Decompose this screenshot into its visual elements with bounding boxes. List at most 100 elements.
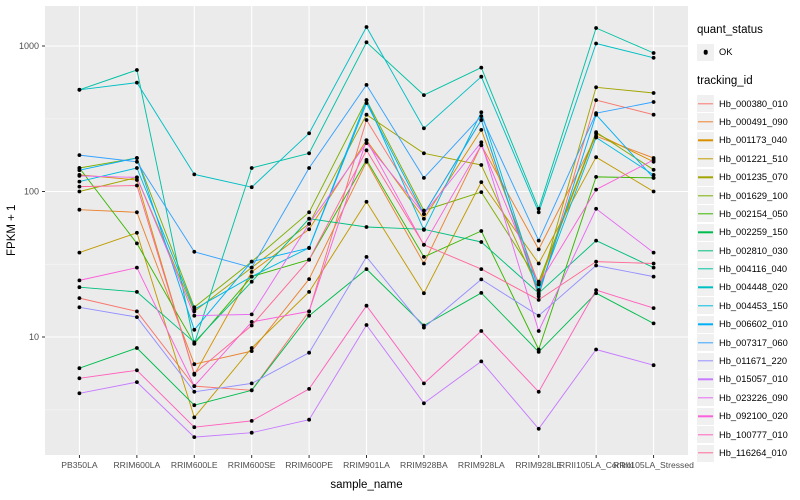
data-point [77, 278, 82, 283]
data-point [422, 401, 426, 406]
legend-key [697, 407, 714, 425]
legend-label: Hb_006602_010 [719, 319, 788, 330]
data-point [192, 415, 197, 420]
data-point [536, 288, 541, 292]
legend-key [697, 370, 714, 388]
data-point [77, 391, 82, 396]
legend-label: Hb_015057_010 [719, 374, 788, 385]
data-point [307, 227, 311, 232]
data-point [135, 290, 139, 294]
x-tick-label: RRIM901LA [343, 460, 390, 470]
data-point [536, 389, 541, 394]
data-point [249, 270, 254, 274]
legend: quant_status OK tracking_id Hb_000380_01… [697, 24, 799, 476]
series-color-swatch [698, 397, 713, 399]
x-tick-label: RRIM600LE [171, 460, 218, 470]
data-point [364, 267, 369, 271]
legend-label: Hb_002154_050 [719, 208, 788, 219]
legend-key [697, 444, 714, 462]
legend-label: Hb_002810_030 [719, 245, 788, 256]
data-point [536, 329, 541, 333]
legend-label: Hb_100777_010 [719, 429, 788, 440]
data-point [651, 51, 656, 55]
data-point [594, 263, 598, 268]
x-tick-label: RRIM600SE [228, 460, 276, 470]
legend-label: Hb_004453_150 [719, 300, 788, 311]
legend-item-Hb_001235_070: Hb_001235_070 [697, 168, 799, 186]
legend-label: Hb_002259_150 [719, 227, 788, 238]
data-point [651, 112, 656, 117]
data-point [479, 74, 484, 79]
data-point [479, 359, 484, 364]
data-point [77, 179, 82, 184]
data-point [651, 55, 656, 60]
data-point [479, 143, 484, 148]
legend-item-Hb_001173_040: Hb_001173_040 [697, 131, 799, 149]
data-point [479, 190, 484, 195]
legend-item-Hb_002259_150: Hb_002259_150 [697, 223, 799, 241]
data-point [594, 175, 598, 179]
data-point [249, 185, 254, 190]
data-point [192, 371, 197, 376]
data-point [249, 279, 254, 284]
legend-key [697, 260, 714, 278]
series-color-swatch [698, 323, 713, 325]
data-point [651, 167, 656, 172]
x-tick-label: RRIM928LE [515, 460, 562, 470]
legend-key [697, 315, 714, 333]
data-point [651, 363, 656, 368]
series-color-swatch [698, 139, 713, 142]
data-point [536, 350, 541, 354]
data-point [77, 305, 82, 310]
data-point [249, 312, 254, 317]
data-point [192, 435, 197, 439]
legend-key [697, 223, 714, 241]
series-color-swatch [698, 102, 713, 105]
data-point [77, 184, 82, 189]
data-point [249, 346, 254, 350]
legend-key [697, 242, 714, 260]
data-point [192, 313, 197, 318]
legend-label: Hb_001629_100 [719, 190, 788, 201]
legend-item-Hb_002154_050: Hb_002154_050 [697, 205, 799, 223]
data-point [422, 381, 426, 386]
legend-item-Hb_092100_020: Hb_092100_020 [697, 407, 799, 425]
data-point [192, 327, 197, 332]
data-point [422, 325, 426, 330]
data-point [651, 158, 656, 162]
data-point [651, 176, 656, 180]
data-point [422, 176, 426, 180]
data-point [536, 261, 541, 266]
legend-item-Hb_001629_100: Hb_001629_100 [697, 186, 799, 205]
legend-item-Hb_015057_010: Hb_015057_010 [697, 370, 799, 388]
series-color-swatch [698, 158, 713, 160]
y-axis-title: FPKM + 1 [6, 204, 18, 256]
data-point [422, 228, 426, 232]
series-color-swatch [698, 286, 713, 289]
data-point [249, 259, 254, 264]
data-point [192, 384, 197, 388]
data-point [536, 313, 541, 318]
legend-key [697, 187, 714, 205]
data-point [364, 225, 369, 229]
legend-key [697, 168, 714, 186]
data-point [77, 87, 82, 92]
legend-label: Hb_011671_220 [719, 356, 788, 367]
data-point [135, 230, 139, 235]
data-point [77, 296, 82, 300]
data-point [192, 341, 197, 346]
series-color-swatch [698, 341, 713, 344]
legend-item-Hb_004453_150: Hb_004453_150 [697, 297, 799, 315]
data-point [651, 265, 656, 270]
data-point [594, 85, 598, 90]
series-color-swatch [698, 176, 713, 178]
x-tick-label: RRIM600PE [285, 460, 333, 470]
series-color-swatch [698, 121, 713, 123]
data-point [249, 419, 254, 423]
data-point [479, 163, 484, 167]
data-point [192, 389, 197, 394]
data-point [594, 206, 598, 211]
series-color-swatch [698, 415, 713, 417]
data-point [364, 158, 369, 162]
